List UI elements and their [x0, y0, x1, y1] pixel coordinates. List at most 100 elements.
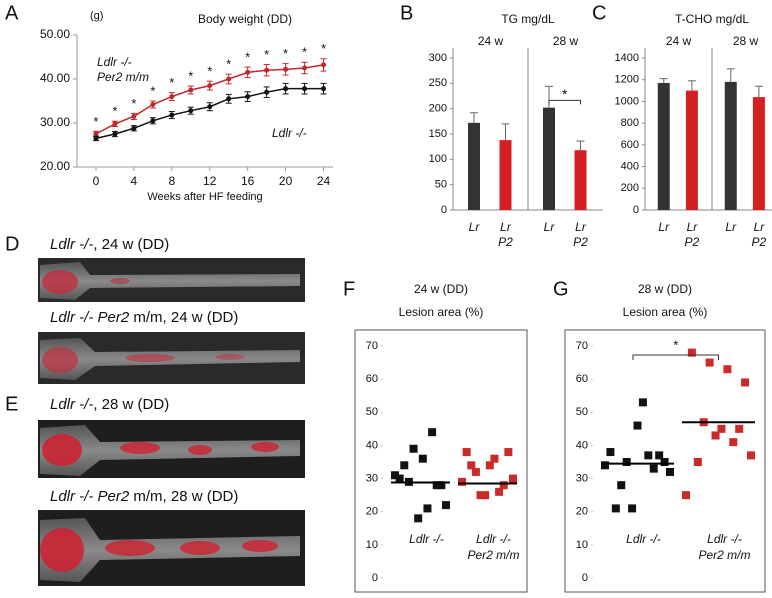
dot [462, 448, 471, 457]
dot [428, 428, 437, 437]
label-line: Ldlr -/- [97, 55, 132, 69]
significance: * [283, 46, 288, 61]
dot [638, 398, 647, 407]
y-tick-label: 20 [576, 506, 588, 518]
dot [391, 471, 399, 480]
label-line: P2 [498, 235, 513, 249]
image-label: Ldlr -/-, 24 w (DD) [50, 236, 169, 253]
y-tick-label: 40 [366, 439, 378, 451]
dot [717, 424, 726, 433]
label-part: , 28 w (DD) [93, 396, 169, 413]
panel-letter: G [553, 278, 569, 300]
y-tick-label: 1200 [615, 74, 639, 86]
y-tick-label: 50 [576, 406, 588, 418]
group-title: 24 w [666, 34, 692, 48]
panel-letter: C [592, 2, 606, 24]
x-tick-label: 24 [317, 174, 331, 188]
y-tick-label: 70 [366, 340, 378, 352]
label-line: 28 w (DD) [638, 282, 692, 296]
dot [395, 474, 404, 483]
point [321, 62, 327, 68]
point [93, 135, 99, 141]
label-part: Ldlr -/- [50, 236, 93, 253]
label-line: Lr [469, 220, 481, 234]
dot [741, 378, 750, 387]
point [226, 76, 232, 82]
x-tick-label: 0 [93, 174, 100, 188]
point [207, 104, 213, 110]
dot [481, 491, 490, 500]
dot [660, 458, 669, 466]
label-line: Ldlr -/- [476, 532, 511, 546]
label-part: Ldlr -/- Per2 [50, 488, 130, 505]
point [302, 86, 308, 92]
y-tick-label: 200 [429, 103, 447, 115]
x-tick-label: 20 [279, 174, 293, 188]
point [321, 86, 327, 92]
dot [747, 451, 755, 460]
y-tick-label: 30 [576, 472, 588, 484]
point [264, 89, 270, 95]
point [264, 67, 270, 73]
dot [601, 461, 609, 470]
point [245, 94, 251, 100]
dot [485, 461, 494, 470]
label-line: 24 w (DD) [414, 282, 468, 296]
y-tick-label: 40 [576, 439, 588, 451]
dot [499, 481, 508, 490]
point [169, 112, 175, 118]
dot [458, 477, 466, 486]
aorta-images [38, 258, 305, 586]
point [112, 121, 118, 127]
significance: * [150, 83, 155, 98]
dot [693, 458, 702, 466]
plot-frame [354, 329, 528, 593]
dot [622, 458, 631, 466]
bar [468, 122, 480, 210]
y-tick-label: 0 [582, 572, 588, 584]
point [188, 108, 194, 114]
significance: * [207, 64, 212, 79]
y-tick-label: 100 [429, 153, 447, 165]
point [207, 83, 213, 89]
dot [666, 467, 674, 476]
label-line: Lr [687, 220, 699, 234]
label-part: Ldlr -/- Per2 [50, 309, 130, 326]
y-tick-label: 1000 [615, 95, 639, 107]
dot [409, 444, 418, 453]
y-tick-label: 60 [576, 373, 588, 385]
dot [711, 431, 720, 440]
bar [657, 82, 670, 210]
label-line: Lr [754, 220, 766, 234]
label-line: Per2 m/m [467, 548, 519, 562]
dot [628, 504, 637, 513]
panel-letter: D [5, 233, 19, 255]
y-tick-label: 20 [366, 506, 378, 518]
image-label: Ldlr -/- Per2 m/m, 28 w (DD) [50, 488, 238, 505]
chart-title: T-CHO mg/dL [675, 12, 749, 26]
y-tick-label: 50 [435, 179, 447, 191]
dot [606, 448, 615, 457]
chart-title: Body weight (DD) [198, 12, 292, 26]
significance: * [264, 47, 269, 62]
bar [499, 140, 512, 210]
label-line: Lesion area (%) [399, 305, 484, 319]
label-line: Lr [725, 220, 737, 234]
significance: * [321, 41, 326, 56]
dot [414, 514, 423, 523]
dot [705, 358, 714, 367]
dot [442, 501, 450, 510]
bar [574, 150, 587, 210]
dot [467, 461, 476, 470]
significance: * [245, 50, 250, 65]
x-axis-label: Weeks after HF feeding [147, 191, 262, 203]
point [112, 131, 118, 137]
label-line: Ldlr -/- [626, 532, 661, 546]
y-tick-label: 0 [633, 204, 639, 216]
y-tick-label: 20.00 [40, 159, 70, 173]
label-line: Lesion area (%) [623, 305, 708, 319]
label-line: P2 [752, 235, 767, 249]
y-tick-label: 1400 [615, 52, 639, 64]
panel-letter: B [400, 2, 413, 24]
y-tick-label: 70 [576, 340, 588, 352]
